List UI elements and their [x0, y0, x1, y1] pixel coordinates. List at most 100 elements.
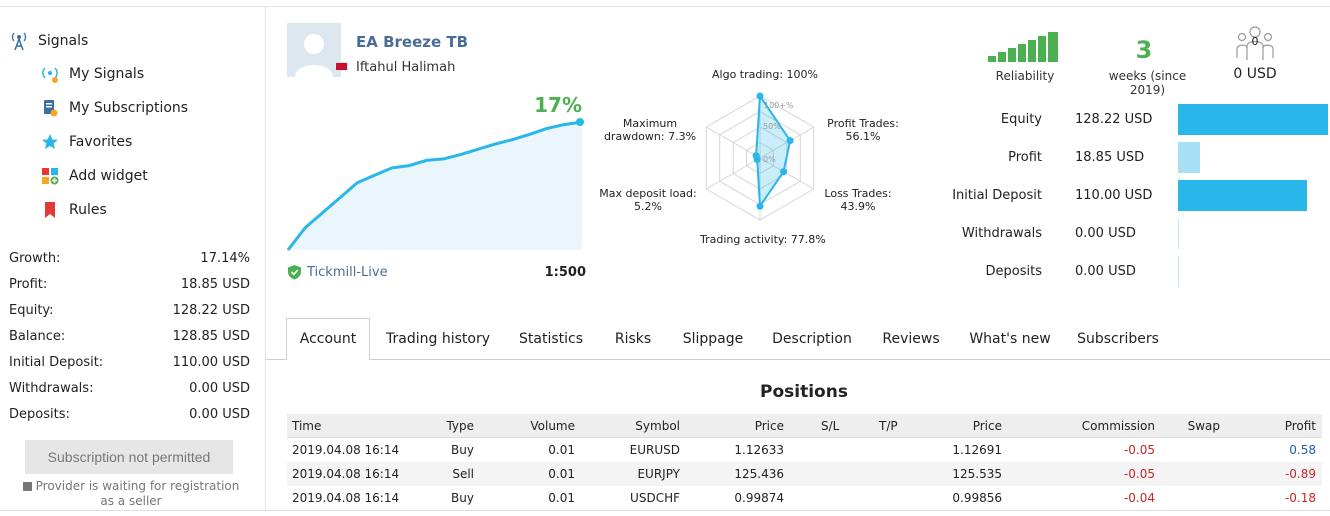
table-row[interactable]: 2019.04.08 16:14 Sell 0.01 EURJPY 125.43… [287, 462, 1322, 486]
stat-value: 17.14% [200, 251, 250, 266]
radar-axis [706, 126, 761, 159]
stat-label: Growth: [9, 251, 61, 266]
table-row[interactable]: 2019.04.08 16:14 Buy 0.01 EURUSD 1.12633… [287, 438, 1322, 462]
table-row[interactable]: 2019.04.08 16:14 Buy 0.01 USDCHF 0.99874… [287, 486, 1322, 510]
provider-note-text: Provider is waiting for registration as … [35, 479, 240, 508]
leverage: 1:500 [544, 265, 586, 280]
tab-whats-new[interactable]: What's new [969, 331, 1051, 347]
stat-value: 0.00 USD [189, 381, 250, 396]
tab-slippage[interactable]: Slippage [682, 331, 744, 347]
tabs-divider [266, 359, 1330, 360]
broker-link[interactable]: Tickmill-Live [287, 264, 388, 280]
col-price: Price [972, 419, 1002, 433]
cell-type: Buy [451, 443, 474, 457]
stat-deposits: Deposits: 0.00 USD [9, 407, 250, 427]
stat-equity: Equity: 128.22 USD [9, 303, 250, 323]
summary-value-profit: 18.85 USD [1075, 150, 1145, 165]
sidebar-item-signals[interactable]: Signals [9, 31, 88, 51]
table-header: Time Type Volume Symbol Price S/L T/P Pr… [287, 414, 1322, 438]
cell-price: 1.12691 [952, 443, 1002, 457]
growth-percent: 17% [534, 93, 582, 117]
sidebar-item-my-subscriptions[interactable]: My Subscriptions [40, 98, 188, 118]
radar-ring-label: 100+% [764, 101, 794, 110]
cell-price-open: 0.99874 [734, 491, 784, 505]
cell-symbol: EURUSD [629, 443, 680, 457]
subscribers-count: 0 [1251, 35, 1259, 48]
radar-label-loss-trades: Loss Trades: 43.9% [824, 187, 892, 213]
stat-withdrawals: Withdrawals: 0.00 USD [9, 381, 250, 401]
col-volume: Volume [530, 419, 575, 433]
positions-title: Positions [760, 382, 848, 402]
tab-risks[interactable]: Risks [614, 331, 652, 347]
stat-label: Deposits: [9, 407, 70, 422]
stat-label: Withdrawals: [9, 381, 94, 396]
stat-value: 18.85 USD [180, 277, 250, 292]
info-icon [22, 482, 32, 491]
cell-profit: -0.89 [1284, 467, 1316, 481]
sidebar-item-my-signals[interactable]: My Signals [40, 64, 144, 84]
author-name[interactable]: Iftahul Halimah [356, 60, 456, 75]
subscribers-usd: 0 USD [1233, 66, 1277, 82]
tab-trading-history[interactable]: Trading history [386, 331, 490, 347]
radar-point [780, 168, 788, 176]
cell-profit: 0.58 [1289, 443, 1316, 457]
summary-bar-initial-deposit [1178, 180, 1307, 211]
sidebar-item-favorites[interactable]: Favorites [40, 132, 132, 152]
summary-value-initial-deposit: 110.00 USD [1075, 188, 1153, 203]
sidebar-item-rules[interactable]: Rules [40, 200, 107, 220]
star-icon [40, 132, 60, 152]
cell-volume: 0.01 [548, 467, 575, 481]
summary-value-withdrawals: 0.00 USD [1075, 226, 1136, 241]
radar-label-line: drawdown: 7.3% [603, 130, 697, 143]
bookmark-icon [40, 200, 60, 220]
summary-bar-equity [1178, 104, 1328, 135]
cell-time: 2019.04.08 16:14 [292, 491, 400, 505]
tab-reviews[interactable]: Reviews [882, 331, 940, 347]
country-flag-icon [335, 62, 348, 71]
col-tp: T/P [879, 419, 898, 433]
sidebar-item-label: My Subscriptions [69, 100, 189, 116]
avatar[interactable] [287, 23, 341, 77]
tab-description[interactable]: Description [772, 331, 852, 347]
cell-volume: 0.01 [548, 491, 575, 505]
summary-label-deposits: Deposits [985, 264, 1042, 279]
col-commission: Commission [1081, 419, 1155, 433]
cell-price: 125.535 [952, 467, 1002, 481]
radar-label-line: 43.9% [840, 200, 876, 213]
summary-bar-deposits [1178, 256, 1179, 287]
tab-subscribers[interactable]: Subscribers [1077, 331, 1159, 347]
tab-account[interactable]: Account [286, 318, 370, 360]
summary-label-initial-deposit: Initial Deposit [952, 188, 1042, 203]
cell-symbol: EURJPY [637, 467, 680, 481]
cell-time: 2019.04.08 16:14 [292, 467, 400, 481]
sidebar-item-add-widget[interactable]: Add widget [40, 166, 148, 186]
tab-statistics[interactable]: Statistics [519, 331, 583, 347]
col-sl: S/L [821, 419, 840, 433]
stat-initial-deposit: Initial Deposit: 110.00 USD [9, 355, 250, 375]
summary-label-withdrawals: Withdrawals [961, 226, 1042, 241]
growth-area [288, 122, 582, 250]
stat-label: Profit: [9, 277, 48, 292]
sidebar-divider [265, 6, 266, 511]
cell-price: 0.99856 [952, 491, 1002, 505]
cell-price-open: 125.436 [734, 467, 784, 481]
subscribe-button[interactable]: Subscription not permitted [25, 440, 233, 474]
cell-time: 2019.04.08 16:14 [292, 443, 400, 457]
sidebar-item-label: Signals [38, 33, 89, 49]
col-profit: Profit [1284, 419, 1316, 433]
radar-label-algo: Algo trading: 100% [712, 68, 819, 81]
avatar-person-icon [287, 23, 341, 77]
cell-type: Buy [451, 491, 474, 505]
summary-bar-profit [1178, 142, 1201, 173]
radar-label-line: 5.2% [634, 200, 662, 213]
stat-value: 128.85 USD [172, 329, 250, 344]
radar-axis [706, 157, 761, 190]
subscriptions-icon [40, 98, 60, 118]
radar-label-line: 56.1% [845, 130, 881, 143]
radar-point [786, 137, 794, 145]
col-swap: Swap [1187, 419, 1220, 433]
radar-label-max-drawdown: Maximum drawdown: 7.3% [600, 117, 700, 143]
shield-check-icon [288, 265, 301, 280]
cell-profit: -0.18 [1284, 491, 1316, 505]
signal-title[interactable]: EA Breeze TB [356, 33, 469, 51]
